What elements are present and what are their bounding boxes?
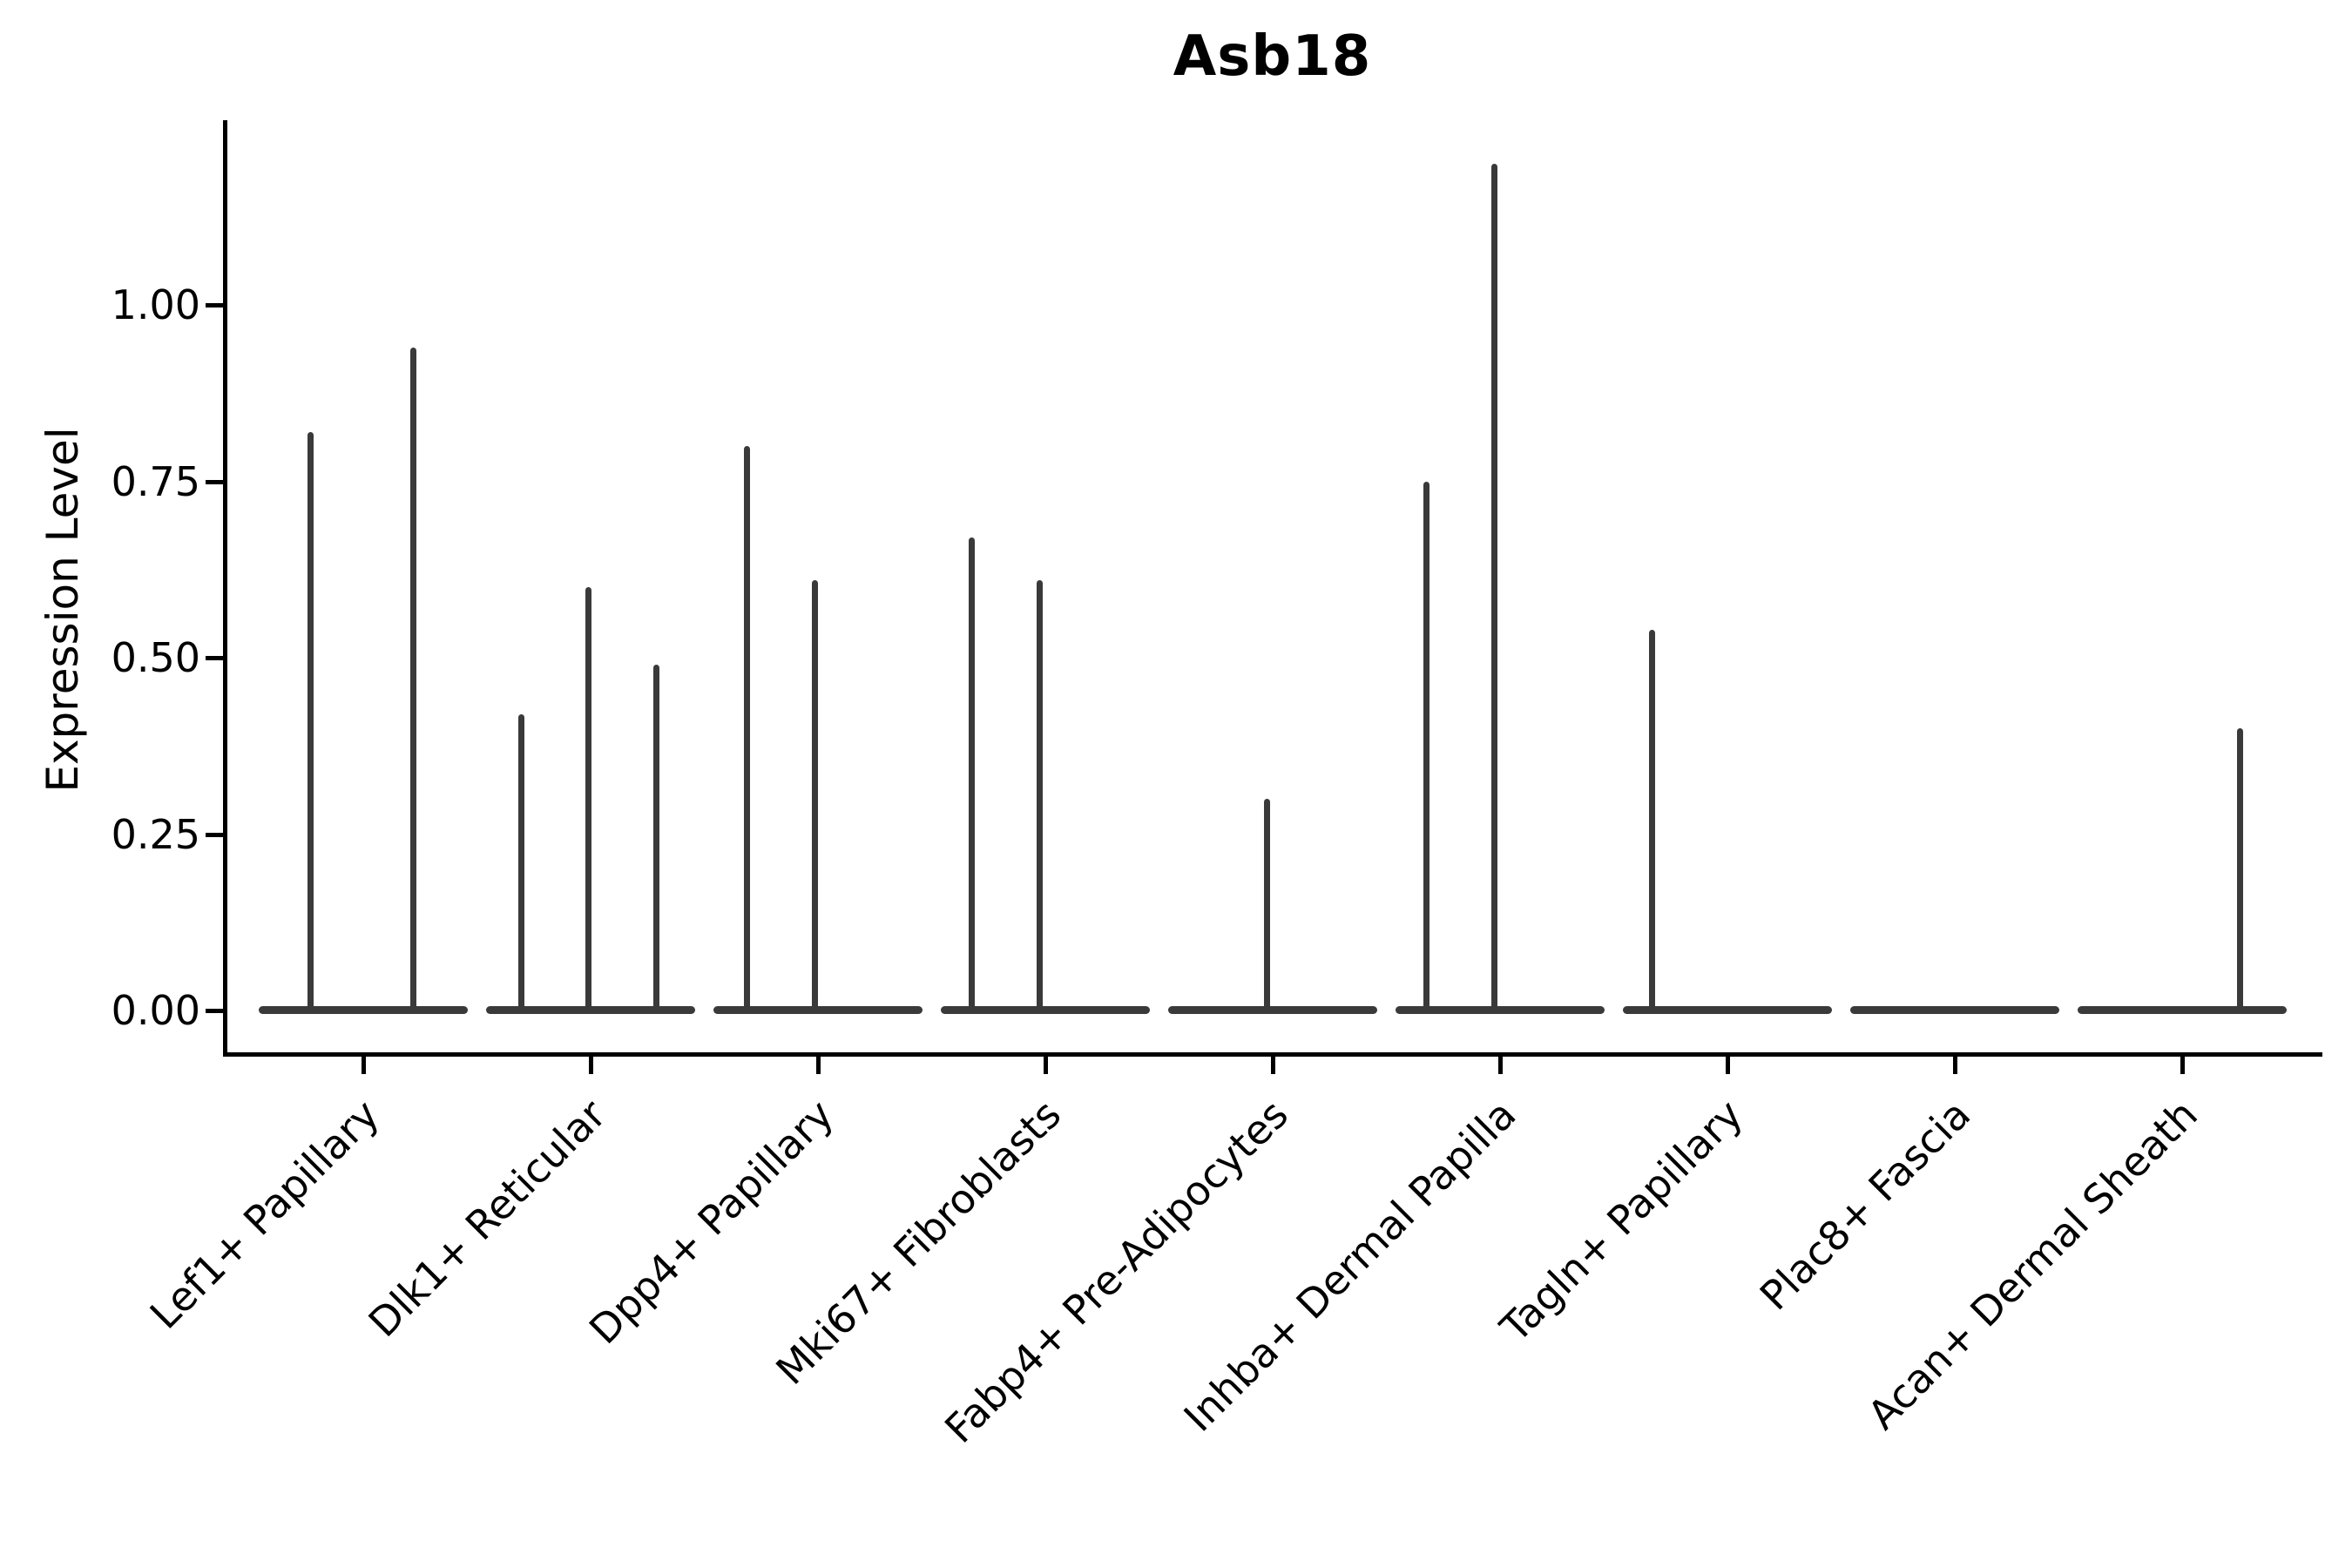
x-tick-label: Tagln+ Papillary [1491,1091,1753,1351]
y-tick-mark [206,656,224,660]
x-tick-mark [1498,1057,1503,1074]
violin-spike [1491,164,1497,1010]
x-tick-mark [816,1057,821,1074]
violin-spike [518,713,524,1010]
x-tick-mark [2180,1057,2185,1074]
violin-spike [2237,728,2243,1010]
y-axis-spine [223,120,227,1057]
x-tick-mark [1953,1057,1957,1074]
y-tick-label: 0.50 [111,634,200,681]
x-tick-mark [1726,1057,1730,1074]
violin-spike [1423,481,1429,1010]
violin-spike [1264,799,1270,1010]
x-axis-spine [223,1052,2322,1057]
violin-baseline [941,1006,1150,1014]
violin-spike [1649,629,1655,1010]
violin-spike [744,446,750,1010]
y-tick-mark [206,303,224,308]
violin-baseline [1168,1006,1377,1014]
violin-spike [1037,579,1043,1010]
violin-baseline [259,1006,468,1014]
y-tick-label: 0.00 [111,987,200,1034]
y-tick-mark [206,479,224,484]
violin-baseline [1623,1006,1832,1014]
violin-baseline [2078,1006,2287,1014]
y-tick-label: 0.25 [111,810,200,858]
x-tick-mark [1044,1057,1048,1074]
violin-spike [969,537,975,1010]
x-tick-mark [1271,1057,1275,1074]
x-tick-mark [362,1057,366,1074]
x-tick-label: Dpp4+ Papillary [579,1091,843,1354]
violin-spike [585,587,591,1010]
violin-spike [653,665,659,1010]
y-tick-label: 0.75 [111,457,200,505]
x-tick-label: Dlk1+ Reticular [359,1091,616,1347]
x-tick-label: Lef1+ Papillary [140,1091,389,1338]
violin-spike [812,579,818,1010]
y-axis-label: Expression Level [37,427,88,793]
x-tick-label: Plac8+ Fascia [1750,1091,1980,1320]
chart-title: Asb18 [1173,24,1372,89]
y-tick-label: 1.00 [111,281,200,328]
violin-baseline [1396,1006,1605,1014]
x-tick-mark [589,1057,593,1074]
y-tick-mark [206,832,224,837]
violin-spike [410,347,416,1010]
violin-baseline [713,1006,923,1014]
violin-baseline [1850,1006,2059,1014]
y-tick-mark [206,1009,224,1013]
violin-spike [308,431,314,1010]
